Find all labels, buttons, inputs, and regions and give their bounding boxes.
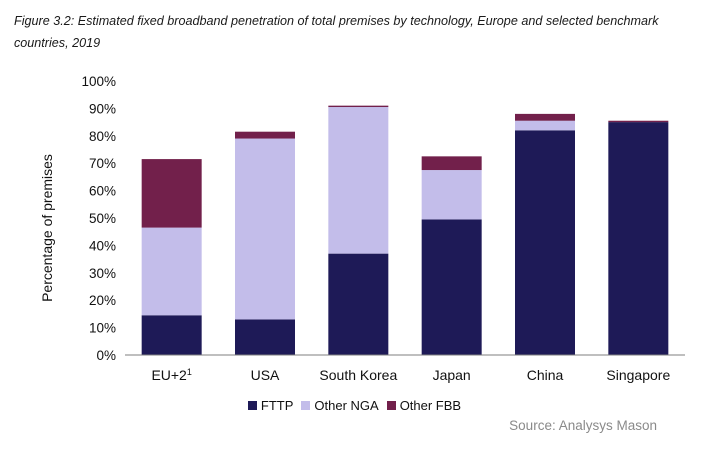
bar-segment-other-fbb	[328, 105, 389, 108]
chart-legend: FTTP Other NGA Other FBB	[0, 398, 709, 413]
y-tick-label: 40%	[89, 238, 116, 253]
y-axis: 0% 10% 20% 30% 40% 50% 60% 70% 80% 90% 100%	[81, 74, 116, 363]
legend-label: Other NGA	[314, 398, 379, 413]
x-axis: EU+21 USA South Korea Japan China Singapore	[125, 354, 685, 383]
y-tick-label: 10%	[89, 321, 116, 336]
source-note: Source: Analysys Mason	[509, 418, 657, 433]
y-tick-label: 100%	[81, 74, 116, 89]
bar-segment-other-fbb	[608, 120, 669, 123]
legend-label: FTTP	[260, 398, 294, 413]
legend-label: Other FBB	[399, 398, 462, 413]
legend-swatch	[247, 401, 257, 410]
x-tick-superscript: 1	[187, 367, 192, 377]
y-tick-label: 90%	[89, 101, 116, 116]
x-tick-label: Singapore	[606, 367, 670, 383]
legend-swatch	[301, 401, 311, 410]
y-tick-label: 70%	[89, 156, 116, 171]
bar-segment-other-fbb	[235, 131, 295, 139]
legend-item-fttp: FTTP	[247, 398, 294, 413]
y-tick-label: 0%	[96, 348, 116, 363]
figure-caption: Figure 3.2: Estimated fixed broadband pe…	[14, 14, 659, 50]
bar-segment-fttp	[235, 319, 295, 355]
bar-segment-other-nga	[421, 170, 482, 220]
y-tick-label: 30%	[89, 266, 116, 281]
y-axis-title: Percentage of premises	[39, 154, 55, 302]
x-tick-label: USA	[251, 367, 280, 383]
bar-segment-other-nga	[235, 138, 295, 320]
bar-segment-other-fbb	[141, 159, 202, 228]
bar-segment-fttp	[328, 253, 389, 355]
y-tick-label: 50%	[89, 211, 116, 226]
legend-item-other-fbb: Other FBB	[386, 398, 462, 413]
y-tick-label: 20%	[89, 293, 116, 308]
bar-segment-other-nga	[328, 107, 389, 254]
bar-segment-other-nga	[515, 120, 575, 131]
bar-segment-fttp	[515, 130, 575, 355]
bar-segment-fttp	[421, 219, 482, 355]
y-tick-label: 60%	[89, 184, 116, 199]
legend-item-other-nga: Other NGA	[301, 398, 379, 413]
x-tick-label: China	[527, 367, 564, 383]
bar-segment-other-fbb	[515, 113, 575, 121]
bar-segment-fttp	[141, 315, 202, 355]
legend-swatch	[386, 401, 396, 410]
bar-series	[141, 105, 669, 355]
bar-segment-fttp	[608, 122, 669, 355]
y-tick-label: 80%	[89, 129, 116, 144]
x-tick-label: EU+21	[151, 367, 191, 383]
bar-segment-other-nga	[141, 227, 202, 316]
x-tick-label: Japan	[433, 367, 471, 383]
bar-segment-other-fbb	[421, 156, 482, 171]
x-tick-label: South Korea	[319, 367, 397, 383]
